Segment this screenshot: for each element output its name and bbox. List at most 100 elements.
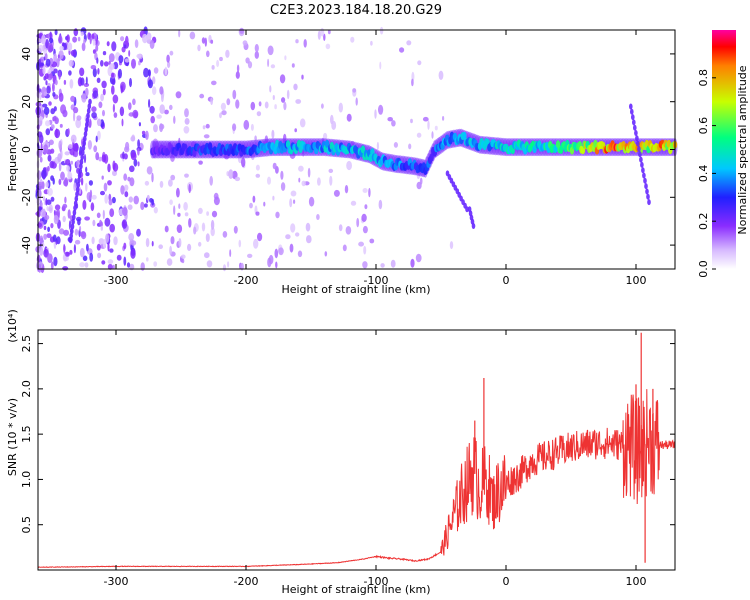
tail-point xyxy=(72,209,77,216)
noise-blob xyxy=(178,29,181,38)
tail-point xyxy=(634,130,638,136)
ridge-point xyxy=(324,139,330,148)
noise-blob xyxy=(151,240,154,247)
noise-blob xyxy=(89,189,93,199)
colorbar-tick-label: 0.6 xyxy=(697,117,710,135)
noise-blob xyxy=(47,42,53,53)
noise-blob xyxy=(232,89,237,100)
noise-blob xyxy=(125,141,130,151)
snr-y-multiplier: (x10⁴) xyxy=(6,309,19,343)
noise-blob xyxy=(45,120,51,127)
noise-blob xyxy=(137,161,140,167)
noise-blob xyxy=(38,44,44,53)
noise-blob xyxy=(176,187,180,198)
noise-blob xyxy=(53,53,57,63)
noise-blob xyxy=(72,36,77,43)
noise-blob xyxy=(229,249,232,257)
noise-blob xyxy=(45,128,51,136)
noise-blob xyxy=(187,243,192,251)
noise-blob xyxy=(36,210,41,218)
noise-blob xyxy=(307,167,311,178)
noise-blob xyxy=(152,86,157,96)
noise-blob xyxy=(184,118,190,125)
noise-blob xyxy=(126,262,131,268)
noise-blob xyxy=(197,44,201,52)
noise-blob xyxy=(434,125,438,131)
noise-blob xyxy=(70,49,76,57)
noise-blob xyxy=(362,188,368,193)
noise-blob xyxy=(204,252,210,259)
noise-blob xyxy=(100,60,104,67)
noise-blob xyxy=(247,253,253,258)
noise-blob xyxy=(256,111,262,117)
noise-blob xyxy=(243,119,250,130)
noise-blob xyxy=(59,45,64,51)
noise-blob xyxy=(42,196,46,202)
noise-blob xyxy=(327,29,331,35)
noise-blob xyxy=(68,70,72,76)
noise-blob xyxy=(107,259,114,265)
noise-blob xyxy=(331,120,337,130)
colorbar-label: Normalized spectral amplitude xyxy=(736,65,749,234)
noise-blob xyxy=(380,263,385,268)
noise-blob xyxy=(410,118,413,124)
noise-blob xyxy=(159,180,164,188)
noise-blob xyxy=(63,243,66,254)
noise-blob xyxy=(123,44,127,49)
tail-point xyxy=(86,107,91,114)
tail-point xyxy=(644,183,648,190)
tail-point xyxy=(82,140,86,147)
noise-blob xyxy=(227,261,230,268)
noise-blob xyxy=(101,80,107,89)
noise-blob xyxy=(50,175,54,181)
noise-blob xyxy=(270,64,276,69)
noise-blob xyxy=(267,45,274,56)
noise-blob xyxy=(48,101,52,106)
noise-blob xyxy=(109,223,115,233)
noise-blob xyxy=(158,244,163,249)
noise-blob xyxy=(118,55,124,64)
noise-blob xyxy=(90,65,97,70)
noise-blob xyxy=(91,112,97,119)
noise-blob xyxy=(378,104,384,115)
noise-blob xyxy=(39,91,42,101)
noise-blob xyxy=(123,242,127,250)
noise-blob xyxy=(92,38,96,46)
noise-blob xyxy=(137,148,140,156)
noise-blob xyxy=(252,195,256,203)
noise-blob xyxy=(47,69,52,74)
x-tick-label: 100 xyxy=(626,274,647,287)
tail-point xyxy=(637,146,641,152)
noise-blob xyxy=(50,124,55,130)
noise-blob xyxy=(355,97,358,106)
noise-blob xyxy=(199,93,205,99)
tail-point xyxy=(74,195,79,202)
noise-blob xyxy=(98,156,103,162)
noise-blob xyxy=(198,207,203,214)
noise-blob xyxy=(328,168,334,173)
noise-blob xyxy=(376,141,379,151)
tail-point xyxy=(79,158,84,165)
noise-blob xyxy=(290,190,297,197)
noise-blob xyxy=(361,213,367,222)
noise-blob xyxy=(73,106,79,114)
noise-blob xyxy=(41,34,46,45)
noise-blob xyxy=(68,144,73,150)
noise-blob xyxy=(228,169,234,180)
noise-blob xyxy=(253,238,259,249)
noise-blob xyxy=(36,254,41,263)
noise-blob xyxy=(73,244,76,254)
tail-point xyxy=(635,135,639,142)
noise-blob xyxy=(43,225,47,231)
noise-blob xyxy=(53,214,59,225)
noise-blob xyxy=(431,131,434,139)
noise-blob xyxy=(60,171,65,181)
noise-blob xyxy=(42,66,46,75)
noise-blob xyxy=(124,184,129,191)
noise-blob xyxy=(122,151,125,160)
noise-blob xyxy=(338,224,343,232)
noise-blob xyxy=(50,223,54,229)
noise-blob xyxy=(85,76,88,85)
noise-blob xyxy=(211,210,218,218)
noise-blob xyxy=(128,233,135,242)
